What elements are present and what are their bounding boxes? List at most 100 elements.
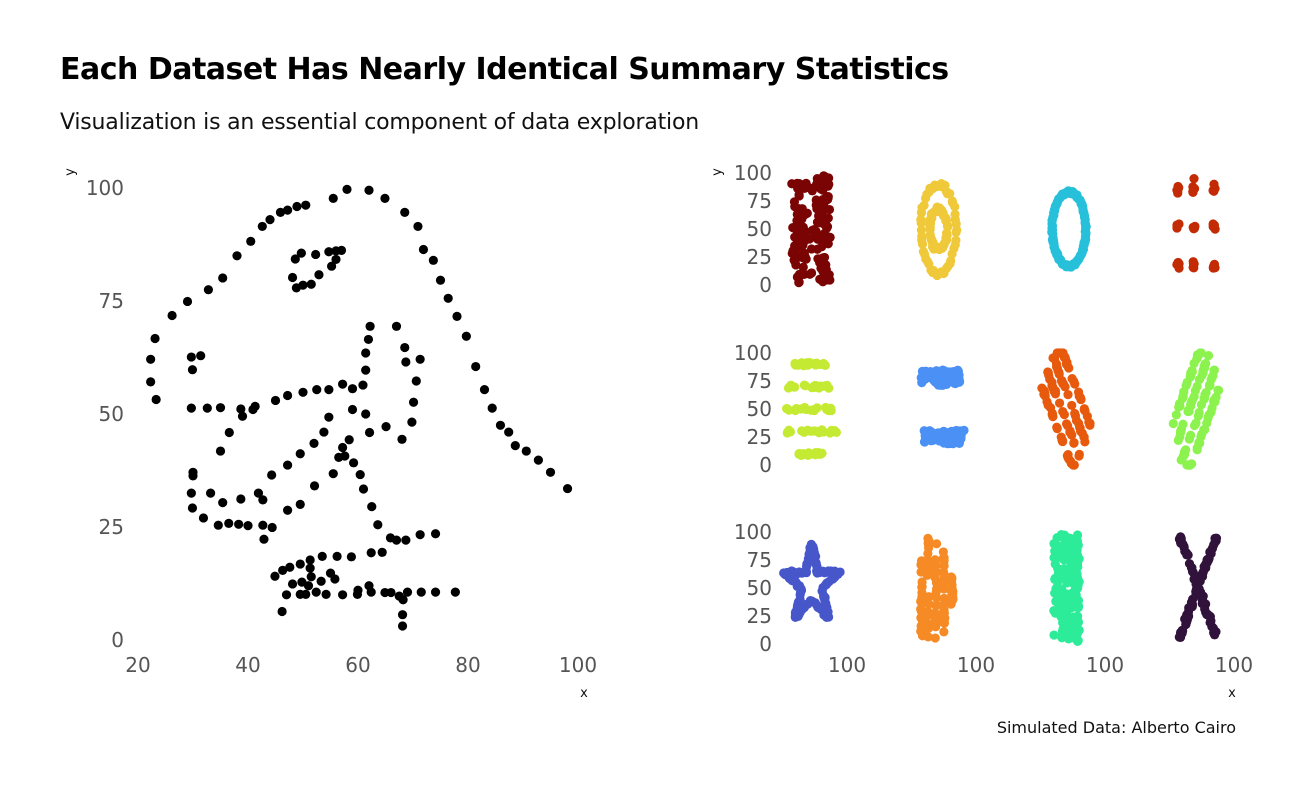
dino-point [452,311,462,321]
dino-point [277,606,287,617]
panel-point [1208,263,1218,273]
panel-point [948,439,958,449]
dino-point [364,581,374,591]
panel-point [1070,408,1080,419]
dino-point [301,200,311,210]
panel-point [1056,432,1066,442]
panel-bullseye [916,179,962,281]
panel-point [791,260,801,270]
dino-point [295,449,305,459]
panel-point [930,368,940,378]
dino-point [258,495,268,505]
panel-point [916,218,926,228]
panel-point [1210,397,1220,407]
panel-point [1202,554,1212,565]
panel-point [801,404,812,415]
panel-point [946,586,956,596]
dino-point [309,481,320,491]
panel-point [810,450,820,460]
panel-point [1071,415,1082,426]
panel-point [946,575,956,586]
panel-point [930,555,940,565]
dino-point [418,244,429,255]
dino-point [400,342,410,353]
panel-point [814,210,824,220]
dino-point [215,446,226,456]
dino-y-tick: 25 [99,515,124,539]
panel-point [1173,181,1183,192]
panel-point [1194,437,1204,448]
dino-point [324,247,334,257]
panel-point [1073,617,1084,627]
dino-point [218,497,228,508]
panel-point [797,214,807,224]
panel-point [1204,410,1214,420]
dino-point [325,568,336,578]
dino-point [328,193,338,203]
panel-point [1061,359,1071,369]
panel-point [814,383,824,393]
dino-point [545,467,556,477]
panel-point [1209,179,1219,189]
dino-point [361,348,371,358]
panel-point [939,627,949,637]
panel-point [924,540,934,550]
panel-point [1174,402,1184,412]
panel-point [800,252,810,262]
dino-point [290,254,300,264]
dino-point [479,384,490,395]
dino-point [332,551,342,561]
panel-point [1073,540,1083,550]
panel-point [794,277,804,287]
panel-point [1178,419,1188,429]
panel-point [1058,608,1069,618]
panel-point [939,609,949,619]
panel-y-tick: 0 [759,273,772,297]
panel-point [1048,384,1059,394]
dino-point [415,530,425,540]
dino-point [253,488,264,498]
dino-point [283,460,293,470]
panel-point [949,430,959,440]
dino-point [338,442,348,453]
panel-high-lines [916,365,969,449]
dino-point [450,587,460,597]
panel-v-lines [916,533,958,643]
dino-point [408,397,419,407]
dino-point [328,469,338,479]
panel-point [938,576,948,586]
panel-point [790,382,800,392]
panel-point [806,539,816,549]
dino-point [203,285,213,295]
panel-point [1056,547,1066,557]
dino-point [283,390,293,401]
panel-h-lines [781,357,842,461]
dino-point [314,270,324,280]
dino-point [411,376,421,386]
panel-point [1063,595,1074,605]
panel-point [939,561,949,571]
panel-point [1189,174,1199,184]
panel-point [956,431,966,441]
panel-slant-down [1037,348,1095,470]
dino-point [224,518,234,528]
dino-point [428,255,438,265]
dino-point [344,435,354,445]
panel-point [1053,567,1064,577]
dino-point [151,394,161,405]
panel-point [1208,623,1219,634]
panel-slant-up [1168,348,1224,470]
panel-point [1059,618,1069,628]
panel-point [935,377,945,387]
panel-point [1059,555,1069,565]
panel-point [1198,596,1208,606]
dino-point [236,404,246,414]
panel-point [1058,588,1068,598]
panel-point [813,201,823,211]
dino-point [265,215,275,225]
panel-point [799,380,809,390]
panel-point [1047,409,1058,419]
panel-y-tick: 25 [747,425,772,449]
dino-point [400,207,410,218]
